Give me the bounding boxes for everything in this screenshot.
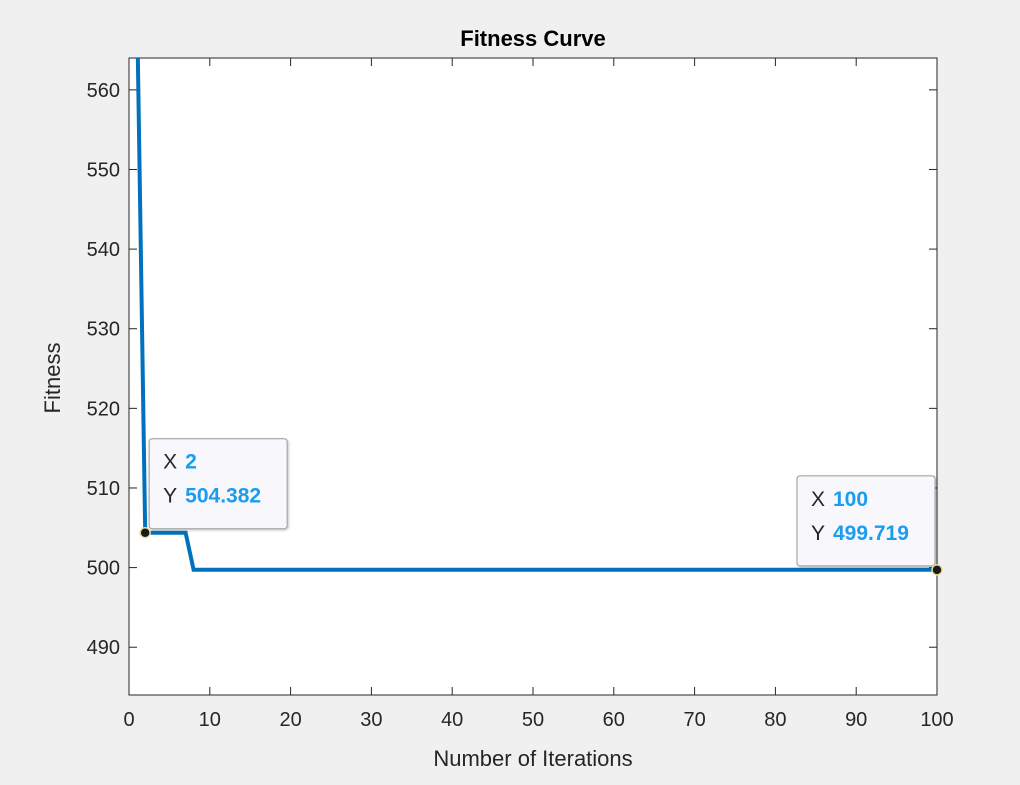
y-tick-label: 510: [87, 478, 120, 500]
fitness-line[interactable]: [135, 10, 937, 572]
x-tick-label: 100: [920, 709, 953, 731]
datatip-key: Y: [163, 485, 177, 508]
x-tick-label: 70: [683, 709, 705, 731]
x-tick-label: 80: [764, 709, 786, 731]
y-tick-label: 550: [87, 159, 120, 181]
x-axis-label: Number of Iterations: [433, 746, 632, 771]
x-tick-label: 40: [441, 709, 463, 731]
y-tick-label: 540: [87, 239, 120, 261]
plot-area[interactable]: [128, 57, 938, 696]
datatip-value: 2: [185, 451, 197, 474]
datatip-value: 504.382: [185, 485, 261, 508]
datatip-key: X: [811, 488, 825, 511]
y-tick-label: 500: [87, 558, 120, 580]
datatip-box: [796, 475, 936, 567]
y-tick-label: 520: [87, 398, 120, 420]
x-tick-label: 50: [522, 709, 544, 731]
series-layer: [135, 10, 937, 572]
datatip-key: Y: [811, 522, 825, 545]
datatip-value: 100: [833, 488, 868, 511]
x-tick-label: 90: [845, 709, 867, 731]
chart-title: Fitness Curve: [460, 26, 606, 51]
datatip-key: X: [163, 451, 177, 474]
x-tick-label: 20: [279, 709, 301, 731]
datatip-marker[interactable]: [139, 526, 151, 539]
datatip[interactable]: X 2Y 504.382: [139, 438, 288, 539]
x-tick-label: 0: [123, 709, 134, 731]
y-axis-label: Fitness: [40, 343, 65, 414]
y-tick-label: 530: [87, 319, 120, 341]
x-tick-label: 30: [360, 709, 382, 731]
y-tick-label: 490: [87, 637, 120, 659]
datatip-marker[interactable]: [931, 564, 943, 576]
x-tick-label: 10: [199, 709, 221, 731]
axis-ticks: 0 10 20 30 40 50 60 70 80 90 100 490 500 510 520 530 540…: [87, 58, 954, 731]
datatip-box: [148, 438, 288, 530]
datatip-value: 499.719: [833, 522, 909, 545]
y-tick-label: 560: [87, 80, 120, 102]
datatip[interactable]: X 100 Y 499.719: [796, 475, 943, 576]
x-tick-label: 60: [603, 709, 625, 731]
